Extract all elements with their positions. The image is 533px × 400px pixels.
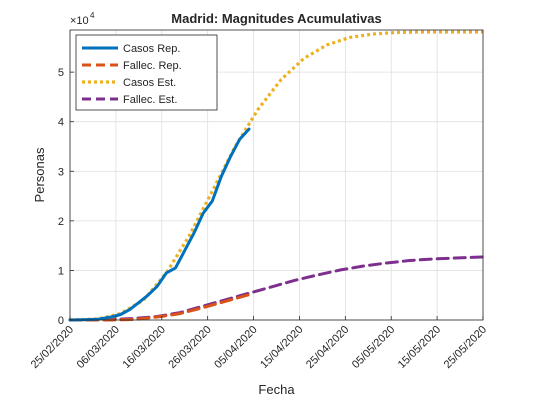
y-tick-label: 2 [58,216,64,228]
plot-frame [69,29,484,321]
y-axis-label: Personas [32,147,47,202]
legend-label: Fallec. Rep. [123,60,182,72]
y-tick-label: 5 [58,67,64,79]
legend-label: Fallec. Est. [123,94,177,106]
x-axis-label: Fecha [258,382,295,397]
series-line [68,127,251,322]
y-tick-label: 4 [58,117,64,129]
y-exponent: ×10 4 [70,11,95,27]
y-exponent-power: 4 [90,11,95,20]
legend-entries: Casos Rep. Fallec. Rep. Casos Est. Fallec. … [82,43,182,106]
legend-label: Casos Rep. [123,43,180,55]
y-exponent-base: ×10 [70,15,89,27]
y-tick-label: 3 [58,166,64,178]
legend-label: Casos Est. [123,77,176,89]
legend: Casos Rep. Fallec. Rep. Casos Est. Fallec. … [75,34,218,111]
y-tick-label: 1 [58,265,64,277]
chart-title: Madrid: Magnitudes Acumulativas [171,11,381,26]
y-tick-label: 0 [58,315,64,327]
series-line [68,255,485,322]
